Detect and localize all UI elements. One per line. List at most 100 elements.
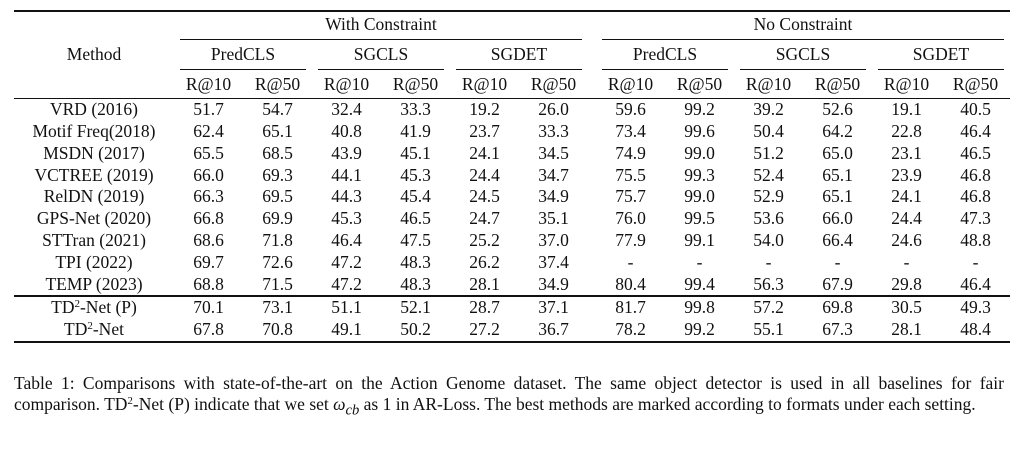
method-cell: GPS-Net (2020) [36, 208, 152, 229]
value-cell: 46.8 [960, 186, 991, 207]
value-cell: 68.6 [193, 229, 224, 250]
value-cell: 51.2 [753, 142, 784, 163]
value-cell: 99.6 [684, 120, 715, 141]
value-cell: 99.1 [684, 229, 715, 250]
value-cell: 65.1 [262, 120, 293, 141]
value-cell: 66.3 [193, 186, 224, 207]
value-cell: 57.2 [734, 295, 803, 319]
value-cell: - [696, 251, 703, 272]
value-cell: - [972, 251, 979, 272]
value-cell: 66.0 [822, 208, 853, 229]
table-header: Method With Constraint No Constraint Pre… [14, 10, 1010, 99]
value-cell: 34.9 [538, 273, 569, 294]
value-cell: 24.1 [469, 142, 500, 163]
value-cell: 72.6 [262, 251, 293, 272]
metric-header: R@10 [607, 74, 654, 95]
metric-header: R@50 [952, 74, 999, 95]
value-cell: 65.5 [193, 142, 224, 163]
value-cell: - [627, 251, 634, 272]
metric-header: R@10 [461, 74, 508, 95]
value-cell: 33.3 [538, 120, 569, 141]
value-cell: 48.8 [960, 229, 991, 250]
group-header-with-constraint: With Constraint [174, 10, 588, 42]
table-row: Motif Freq(2018) 62.4 65.1 40.8 41.9 23.7 33.3… [14, 121, 1010, 143]
value-cell: 28.1 [469, 273, 500, 294]
value-cell: 55.1 [734, 318, 803, 343]
value-cell: 70.8 [243, 318, 312, 343]
metric-header: R@50 [676, 74, 723, 95]
value-cell: 46.4 [960, 120, 991, 141]
group-header-no-constraint: No Constraint [596, 10, 1010, 42]
table-row: GPS-Net (2020) 66.8 69.9 45.3 46.5 24.7 35.1 76… [14, 208, 1010, 230]
value-cell: 53.6 [753, 208, 784, 229]
value-cell: 66.4 [822, 229, 853, 250]
value-cell: 67.9 [822, 273, 853, 294]
value-cell: 99.0 [684, 142, 715, 163]
value-cell: 69.5 [262, 186, 293, 207]
method-cell: Motif Freq(2018) [32, 120, 156, 141]
value-cell: 40.5 [941, 97, 1010, 121]
value-cell: 46.4 [960, 273, 991, 294]
value-cell: 24.7 [469, 208, 500, 229]
value-cell: 73.4 [615, 120, 646, 141]
value-cell: 74.9 [615, 142, 646, 163]
value-cell: - [765, 251, 772, 272]
value-cell: 81.7 [596, 295, 665, 319]
value-cell: 68.8 [193, 273, 224, 294]
method-cell: STTran (2021) [42, 229, 146, 250]
value-cell: 78.2 [596, 318, 665, 343]
metric-header: R@10 [323, 74, 370, 95]
value-cell: 25.2 [469, 229, 500, 250]
value-cell: 34.5 [538, 142, 569, 163]
value-cell: 99.2 [665, 97, 734, 121]
method-cell: TEMP (2023) [45, 273, 143, 294]
value-cell: 64.2 [822, 120, 853, 141]
value-cell: 67.8 [174, 318, 243, 343]
value-cell: 30.5 [872, 295, 941, 319]
table-body: VRD (2016) 51.7 54.7 32.4 33.3 19.2 26.0 59.6 99… [14, 97, 1010, 343]
metric-header: R@10 [745, 74, 792, 95]
value-cell: 46.4 [331, 229, 362, 250]
subgroup-header: SGDET [450, 42, 588, 72]
value-cell: 50.2 [381, 318, 450, 343]
table-row: TEMP (2023) 68.8 71.5 47.2 48.3 28.1 34.9 80.4 9… [14, 273, 1010, 296]
value-cell: 73.1 [243, 295, 312, 319]
value-cell: 32.4 [312, 97, 381, 121]
value-cell: 52.6 [803, 97, 872, 121]
value-cell: 45.4 [400, 186, 431, 207]
value-cell: 99.5 [684, 208, 715, 229]
table-row: VRD (2016) 51.7 54.7 32.4 33.3 19.2 26.0 59.6 99… [14, 97, 1010, 121]
value-cell: 22.8 [891, 120, 922, 141]
value-cell: 23.9 [891, 164, 922, 185]
value-cell: 45.3 [400, 164, 431, 185]
subgroup-header: PredCLS [596, 42, 734, 72]
value-cell: 51.1 [312, 295, 381, 319]
value-cell: 47.3 [960, 208, 991, 229]
table-caption: Table 1: Comparisons with state-of-the-a… [14, 373, 1010, 423]
value-cell: 99.2 [665, 318, 734, 343]
value-cell: 52.1 [381, 295, 450, 319]
value-cell: 65.0 [822, 142, 853, 163]
subgroup-header: PredCLS [174, 42, 312, 72]
value-cell: 65.1 [822, 164, 853, 185]
results-table: Method With Constraint No Constraint Pre… [14, 10, 1010, 343]
value-cell: 24.4 [469, 164, 500, 185]
value-cell: 29.8 [891, 273, 922, 294]
value-cell: 24.5 [469, 186, 500, 207]
caption-part3: as 1 in AR-Loss. The best methods are ma… [359, 394, 976, 415]
value-cell: 34.9 [538, 186, 569, 207]
value-cell: 62.4 [193, 120, 224, 141]
value-cell: 70.1 [174, 295, 243, 319]
metric-header: R@50 [530, 74, 577, 95]
method-cell-ours: TD2-Net (P) [14, 295, 174, 319]
value-cell: 48.3 [400, 251, 431, 272]
metric-header: R@10 [883, 74, 930, 95]
value-cell: 24.4 [891, 208, 922, 229]
value-cell: 66.0 [193, 164, 224, 185]
method-cell: TPI (2022) [55, 251, 133, 272]
value-cell: 19.2 [450, 97, 519, 121]
value-cell: - [903, 251, 910, 272]
value-cell: 41.9 [400, 120, 431, 141]
value-cell: 51.7 [174, 97, 243, 121]
caption-part1: Table 1: Comparisons with state-of-the-a… [14, 372, 1004, 415]
